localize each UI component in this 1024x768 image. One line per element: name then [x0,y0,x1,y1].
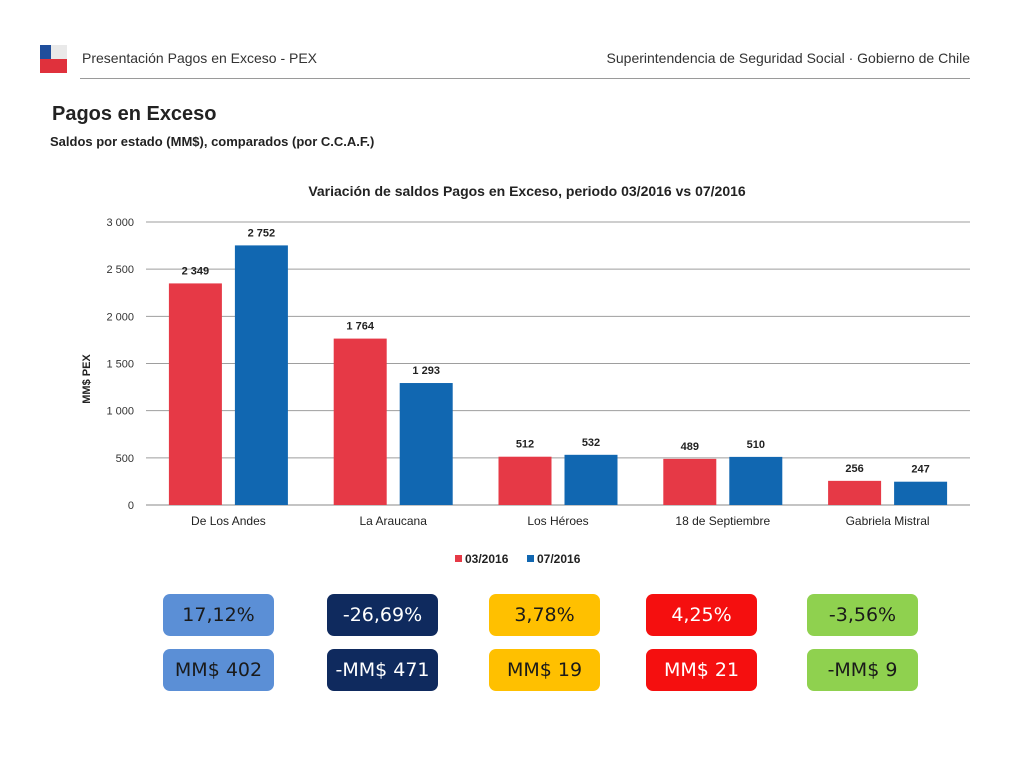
y-tick-label: 3 000 [106,217,134,229]
bar-chart: Variación de saldos Pagos en Exceso, per… [81,183,970,566]
x-tick-label: 18 de Septiembre [675,514,770,528]
x-tick-label: La Araucana [360,514,428,528]
data-label: 1 764 [346,321,374,333]
bar-07-2016-1 [399,383,453,505]
page-subtitle: Saldos por estado (MM$), comparados (por… [50,134,375,149]
presentation-title: Presentación Pagos en Exceso - PEX [82,50,318,66]
18-de-septiembre-percent-box: 4,25% [646,594,757,636]
grid-layer: 0 500 1 000 1 500 2 000 2 500 3 000 [106,217,970,512]
de-los-andes-amount-box: MM$ 402 [163,649,274,691]
data-label: 512 [516,439,534,451]
y-tick-label: 2 000 [106,311,134,323]
y-tick-label: 0 [128,500,134,512]
y-axis-label: MM$ PEX [81,354,93,404]
legend-swatch [455,555,462,562]
la-araucana-amount-box: -MM$ 471 [327,649,438,691]
chart-title: Variación de saldos Pagos en Exceso, per… [308,183,746,199]
la-araucana-percent-box: -26,69% [327,594,438,636]
bar-03-2016-3 [663,458,717,505]
18-de-septiembre-amount-box: MM$ 21 [646,649,757,691]
bar-07-2016-3 [729,456,783,505]
gabriela-mistral-percent-box: -3,56% [807,594,918,636]
bar-07-2016-0 [234,245,288,506]
y-tick-label: 500 [116,453,134,465]
los-heroes-amount-box: MM$ 19 [489,649,600,691]
organization-name: Superintendencia de Seguridad Social · G… [606,50,970,66]
x-tick-label: Los Héroes [527,514,588,528]
chile-flag-logo [40,45,67,73]
bar-03-2016-4 [828,480,882,505]
bar-layer: 2 349 2 752 De Los Andes 1 764 1 293 La Arauc… [168,227,948,528]
header-divider [80,78,970,79]
bar-03-2016-1 [333,338,387,505]
data-label: 247 [911,464,929,476]
data-label: 532 [582,437,600,449]
y-tick-label: 1 500 [106,359,134,371]
legend-label: 03/2016 [465,552,509,566]
x-tick-label: Gabriela Mistral [846,514,930,528]
page-title: Pagos en Exceso [52,103,217,125]
bar-07-2016-2 [564,454,618,505]
legend-label: 07/2016 [537,552,581,566]
legend: 03/2016 07/2016 [455,552,581,566]
legend-swatch [527,555,534,562]
data-label: 2 349 [182,265,210,277]
x-tick-label: De Los Andes [191,514,266,528]
bar-03-2016-0 [168,283,222,505]
data-label: 489 [681,441,699,453]
bar-03-2016-2 [498,456,552,505]
data-label: 1 293 [412,365,440,377]
de-los-andes-percent-box: 17,12% [163,594,274,636]
y-tick-label: 2 500 [106,264,134,276]
data-label: 510 [747,439,765,451]
data-label: 256 [845,463,863,475]
gabriela-mistral-amount-box: -MM$ 9 [807,649,918,691]
y-tick-label: 1 000 [106,406,134,418]
bar-07-2016-4 [894,481,948,505]
los-heroes-percent-box: 3,78% [489,594,600,636]
data-label: 2 752 [248,227,276,239]
